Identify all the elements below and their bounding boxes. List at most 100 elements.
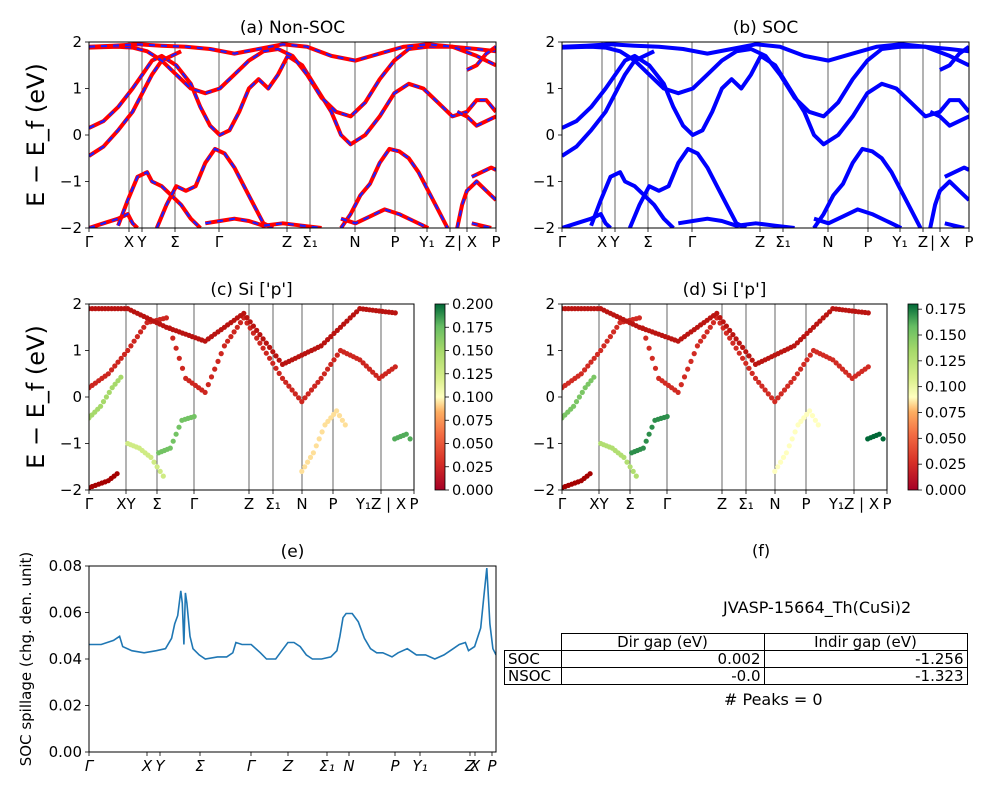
k-tick-label: Z xyxy=(717,495,727,513)
projection-point xyxy=(354,309,360,315)
projection-point xyxy=(225,338,231,344)
projection-point xyxy=(296,395,302,401)
projection-point xyxy=(247,319,253,325)
projection-point xyxy=(652,365,659,371)
projection-point xyxy=(257,340,263,346)
plot-area xyxy=(562,42,969,228)
projection-point xyxy=(114,471,120,477)
projection-point xyxy=(798,366,804,372)
band-line xyxy=(812,146,923,228)
projection-point xyxy=(573,399,580,405)
projection-point xyxy=(234,324,240,330)
projection-point xyxy=(112,381,118,387)
projection-point xyxy=(807,408,813,414)
soc-dir-gap: 0.002 xyxy=(560,650,765,668)
y-tick-label: −2 xyxy=(60,481,82,499)
colorbar-tick-label: 0.125 xyxy=(452,367,494,383)
y-tick-label: 0.06 xyxy=(49,604,82,622)
projection-point xyxy=(212,366,218,372)
y-tick-label: 2 xyxy=(545,33,555,51)
table-row: NSOC -0.0 -1.323 xyxy=(504,667,968,685)
projection-point xyxy=(250,323,256,329)
projection-point xyxy=(798,418,804,424)
projection-point xyxy=(305,459,311,465)
projection-point xyxy=(701,334,707,340)
projection-point xyxy=(208,374,215,380)
y-tick-label: 1 xyxy=(72,80,82,98)
y-tick-label: −1 xyxy=(533,435,555,453)
projection-point xyxy=(118,355,124,361)
colorbar-tick-label: 0.050 xyxy=(452,437,494,453)
projection-point xyxy=(601,343,607,349)
projection-point xyxy=(740,355,746,361)
k-tick-label: Σ₁ xyxy=(265,495,281,513)
projection-point xyxy=(331,411,337,417)
k-tick-label: X xyxy=(141,757,153,775)
projection-point xyxy=(801,334,807,340)
projection-point xyxy=(328,415,334,421)
projection-point xyxy=(173,345,179,351)
projection-point xyxy=(810,324,817,330)
projection-point xyxy=(783,450,790,456)
band-line xyxy=(929,109,969,128)
projection-point xyxy=(588,378,594,384)
projection-point xyxy=(812,417,819,423)
projection-point xyxy=(392,364,398,370)
projection-point xyxy=(839,366,846,372)
projection-point xyxy=(775,395,781,401)
k-tick-label: XY xyxy=(589,495,609,513)
table-row: SOC 0.002 -1.256 xyxy=(504,650,968,668)
k-tick-label: Γ xyxy=(558,495,567,513)
k-tick-label: Σ xyxy=(195,757,205,775)
projection-point xyxy=(591,374,597,380)
band-line xyxy=(939,45,969,72)
band-line-dashed xyxy=(117,170,202,228)
k-tick-label: X xyxy=(597,233,607,251)
band-line xyxy=(154,146,274,228)
projection-point xyxy=(125,347,131,354)
k-tick-label: Z xyxy=(755,233,765,251)
projection-point xyxy=(148,454,154,460)
k-tick-label: Y₁ xyxy=(418,233,434,251)
projection-point xyxy=(273,365,279,371)
k-tick-label: Z xyxy=(282,757,294,775)
projection-point xyxy=(794,340,801,346)
y-tick-label: 0.08 xyxy=(49,557,82,575)
projection-point xyxy=(167,445,173,451)
panel-f-title: (f) xyxy=(752,541,771,560)
colorbar-tick-label: 0.025 xyxy=(925,457,967,473)
projection-point xyxy=(781,387,788,393)
projection-point xyxy=(778,459,784,465)
k-tick-label: Y₁Z | X xyxy=(828,495,879,513)
colorbar-tick-label: 0.000 xyxy=(925,483,967,499)
band-line xyxy=(928,179,969,228)
projection-point xyxy=(611,329,617,335)
projection-point xyxy=(363,363,369,369)
panel-title: (c) Si ['p'] xyxy=(210,280,292,300)
k-tick-label: Γ xyxy=(688,233,697,251)
y-tick-label: 0 xyxy=(545,388,555,406)
projection-point xyxy=(231,329,237,335)
projection-point xyxy=(337,324,344,330)
band-line-dashed xyxy=(471,166,496,178)
projection-point xyxy=(407,436,413,442)
projection-point xyxy=(675,389,681,395)
projection-point xyxy=(785,383,791,389)
projection-point xyxy=(786,443,792,449)
projection-point xyxy=(221,343,227,349)
projection-point xyxy=(587,471,593,477)
k-tick-label: P xyxy=(409,495,418,513)
band-line-dashed xyxy=(456,110,496,128)
projection-point xyxy=(179,365,186,371)
band-line xyxy=(455,179,496,228)
k-tick-label: Σ xyxy=(152,495,161,513)
projection-point xyxy=(633,473,639,479)
projection-point xyxy=(286,383,292,389)
y-tick-label: 0.04 xyxy=(49,650,82,668)
projection-point xyxy=(752,375,759,381)
row-label-nsoc: NSOC xyxy=(504,667,562,685)
k-tick-label: Γ xyxy=(190,495,199,513)
projection-point xyxy=(681,374,688,380)
y-tick-label: 2 xyxy=(545,295,555,313)
